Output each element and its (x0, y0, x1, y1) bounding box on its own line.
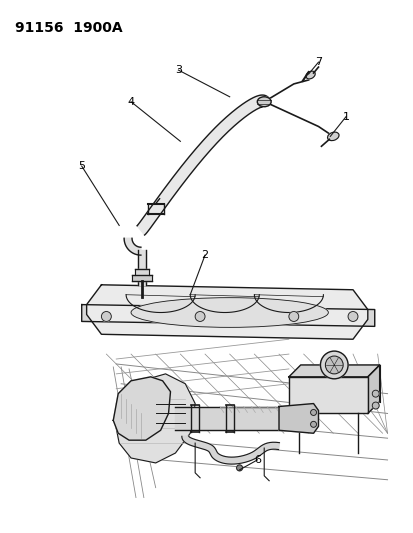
Polygon shape (367, 365, 379, 414)
Text: 3: 3 (174, 65, 181, 75)
Text: 6: 6 (253, 455, 260, 465)
Ellipse shape (327, 132, 338, 141)
Polygon shape (81, 304, 374, 326)
Polygon shape (116, 374, 195, 463)
Circle shape (347, 311, 357, 321)
Text: 1: 1 (342, 111, 349, 122)
Circle shape (310, 409, 316, 415)
Polygon shape (181, 436, 279, 464)
Circle shape (325, 356, 342, 374)
Circle shape (288, 311, 298, 321)
Text: 4: 4 (127, 96, 134, 107)
Polygon shape (175, 407, 308, 430)
Polygon shape (113, 377, 170, 440)
Circle shape (101, 311, 111, 321)
Text: 7: 7 (314, 57, 321, 67)
Ellipse shape (131, 297, 328, 327)
Polygon shape (138, 250, 145, 285)
Polygon shape (288, 365, 379, 377)
Text: 5: 5 (78, 161, 85, 171)
Polygon shape (86, 285, 367, 339)
Ellipse shape (257, 97, 271, 107)
Polygon shape (124, 238, 140, 255)
Text: 2: 2 (201, 250, 208, 260)
Polygon shape (137, 95, 268, 235)
Polygon shape (135, 269, 148, 275)
Polygon shape (278, 403, 318, 433)
Circle shape (371, 390, 378, 397)
Circle shape (371, 402, 378, 409)
Polygon shape (132, 275, 152, 281)
Polygon shape (308, 407, 313, 430)
Polygon shape (288, 377, 367, 414)
Circle shape (236, 465, 242, 471)
Circle shape (195, 311, 204, 321)
Ellipse shape (305, 71, 314, 79)
Circle shape (320, 351, 347, 379)
Text: 91156  1900A: 91156 1900A (14, 21, 122, 35)
Circle shape (310, 422, 316, 427)
